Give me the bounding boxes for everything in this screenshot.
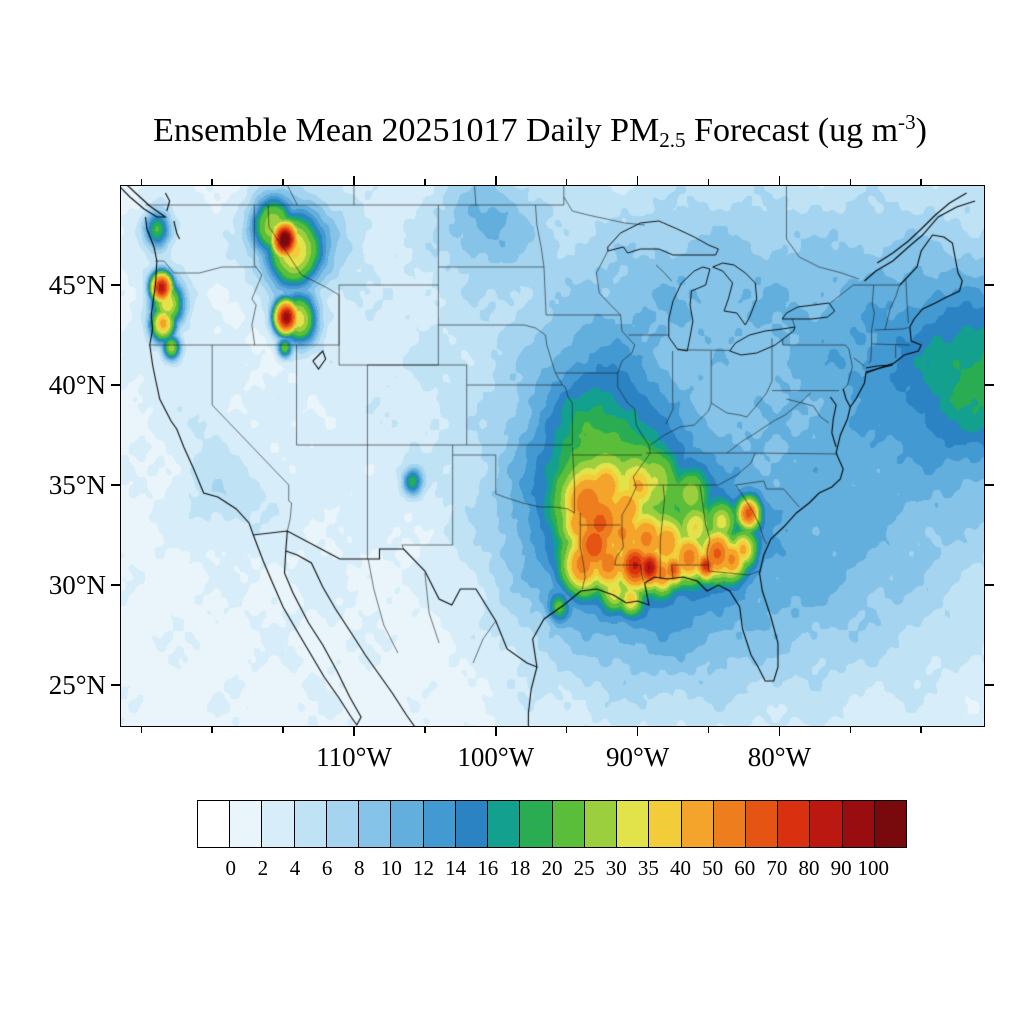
colorbar-segment [777, 801, 810, 847]
lon-tick-label: 110°W [316, 742, 392, 772]
axis-tick [849, 727, 851, 733]
colorbar-segment [358, 801, 391, 847]
axis-tick [778, 727, 781, 736]
colorbar-segment [680, 801, 713, 847]
colorbar-segment [325, 801, 359, 847]
axis-tick [353, 176, 355, 185]
axis-tick [494, 727, 497, 736]
colorbar-segment [422, 801, 455, 847]
title-subscript: 2.5 [659, 127, 686, 152]
colorbar-segment [261, 801, 294, 847]
axis-tick [494, 176, 497, 185]
lon-tick-label: 90°W [605, 742, 670, 772]
axis-tick [140, 727, 142, 733]
colorbar-segment [744, 801, 778, 847]
title-middle: Forecast (ug m [685, 112, 899, 149]
colorbar-segment [873, 801, 907, 847]
colorbar-level-label: 20 [541, 856, 563, 880]
colorbar-level-label: 14 [445, 856, 467, 880]
colorbar-level-label: 8 [353, 856, 365, 880]
colorbar-segment [487, 801, 520, 847]
colorbar-segment [229, 801, 262, 847]
lat-tick-label: 30°N [48, 570, 106, 600]
axis-tick [985, 684, 994, 686]
colorbar-level-label: 0 [225, 856, 236, 880]
colorbar-segment [519, 801, 552, 847]
lon-tick-label: 100°W [457, 742, 535, 772]
colorbar-level-label: 10 [380, 856, 402, 880]
colorbar-segment [712, 801, 745, 847]
colorbar-segment [648, 801, 681, 847]
title-superscript: -3 [898, 110, 916, 135]
axis-tick [636, 727, 639, 736]
colorbar-level-label: 30 [605, 856, 627, 880]
axis-tick [985, 284, 994, 286]
axis-tick [565, 727, 568, 733]
axis-tick [111, 684, 120, 686]
axis-tick [111, 484, 120, 486]
lat-tick-label: 35°N [48, 470, 106, 500]
colorbar-segment [616, 801, 649, 847]
colorbar-segment [841, 801, 874, 847]
colorbar-level-label: 35 [637, 856, 659, 880]
title-suffix: ) [915, 112, 927, 149]
axis-tick [707, 727, 710, 733]
colorbar-level-label: 16 [477, 856, 499, 880]
colorbar-level-label: 70 [766, 856, 788, 880]
colorbar-level-label: 100 [857, 856, 890, 880]
colorbar-level-label: 50 [702, 856, 724, 880]
colorbar-level-label: 12 [412, 856, 434, 880]
colorbar-segment [293, 801, 326, 847]
colorbar-level-label: 4 [289, 856, 301, 880]
colorbar-segment [198, 801, 230, 847]
colorbar-level-label: 40 [670, 856, 691, 880]
map-canvas [120, 185, 985, 727]
colorbar-level-label: 6 [321, 856, 333, 880]
colorbar-level-label: 18 [509, 856, 531, 880]
colorbar-level-label: 60 [734, 856, 756, 880]
lat-tick-label: 45°N [48, 270, 106, 300]
axis-tick [636, 176, 639, 185]
colorbar-segment [454, 801, 488, 847]
colorbar-segment [583, 801, 617, 847]
colorbar-segment [390, 801, 423, 847]
axis-tick [353, 727, 355, 736]
colorbar [197, 800, 907, 848]
colorbar-segment [809, 801, 842, 847]
colorbar-segment [551, 801, 584, 847]
axis-tick [778, 176, 781, 185]
colorbar-level-label: 80 [798, 856, 820, 880]
colorbar-level-label: 2 [257, 856, 269, 880]
axis-tick [111, 384, 120, 386]
colorbar-level-label: 90 [830, 856, 852, 880]
axis-tick [920, 727, 922, 733]
axis-tick [985, 384, 994, 386]
axis-tick [282, 727, 284, 733]
title-prefix: Ensemble Mean 20251017 Daily PM [153, 112, 660, 149]
axis-tick [424, 727, 426, 733]
axis-tick [111, 284, 120, 286]
lat-tick-label: 25°N [48, 670, 106, 700]
lon-tick-label: 80°W [747, 742, 812, 772]
axis-tick [211, 727, 213, 733]
chart-title: Ensemble Mean 20251017 Daily PM2.5 Forec… [60, 110, 1020, 152]
colorbar-level-label: 25 [573, 856, 595, 880]
axis-tick [985, 484, 994, 486]
lat-tick-label: 40°N [48, 370, 106, 400]
axis-tick [111, 584, 120, 586]
axis-tick [985, 584, 994, 586]
